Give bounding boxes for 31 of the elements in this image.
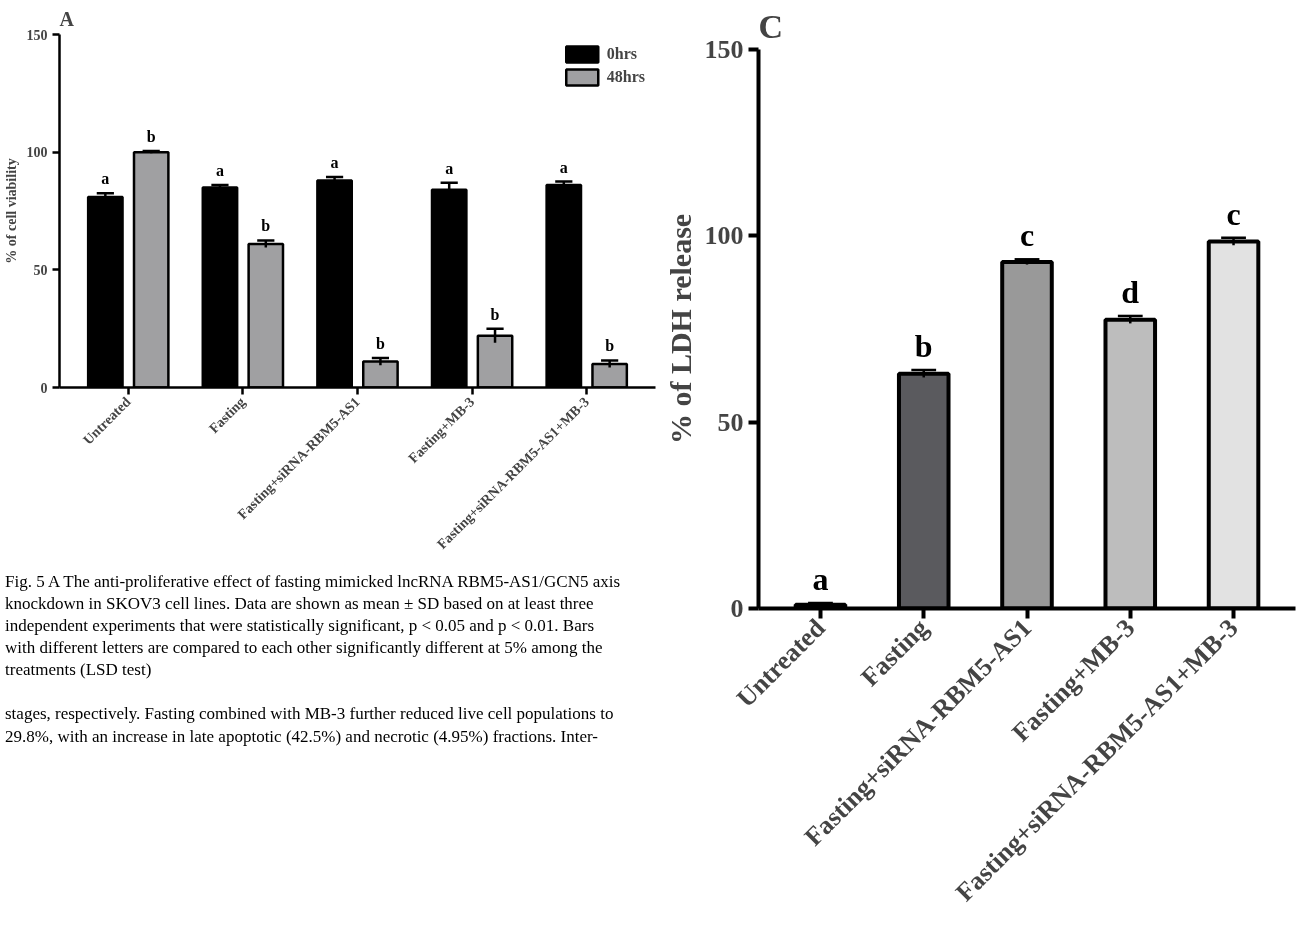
y-tick-label: 50 [717,407,744,437]
data-label: a [101,170,110,188]
y-axis-title: % of LDH release [663,213,697,445]
data-label: a [812,560,829,597]
data-label: b [146,127,156,145]
y-tick-label: 50 [33,262,48,278]
y-tick-label: 150 [704,35,744,64]
y-tick-label: 150 [26,27,48,43]
data-label: c [1019,217,1035,254]
text: stages, respectively. Fasting combined with MB-3 further reduced live cell populations to 29.8%, with an increase in late apoptotic (42.5%) and necrotic (4.95%) fractions. Inter- [5,703,615,748]
data-label: a [559,158,568,176]
data-label: b [490,305,500,323]
y-tick-label: 100 [26,145,48,161]
data-label: b [375,335,385,353]
y-tick-label: 100 [704,221,744,251]
legend-label: 0hrs [606,45,637,63]
data-label: a [330,153,339,171]
chart-title: C [758,7,784,45]
y-tick-label: 0 [40,380,48,396]
caption: Fig. 5 A The anti-proliferative effect of fasting mimicked lncRNA RBM5-AS1/GCN5 axis knockdown in SKOV3 cell lines. Data are shown as mean ± SD based on at least three independent experiments that were statistically significant, p < 0.05 and p < 0.01. Bars with different letters are compared to each other significantly different at 5% among the treatments (LSD test) [5,571,622,682]
data-label: b [914,327,933,364]
legend-label: 48hrs [606,68,645,86]
data-label: b [605,337,615,355]
data-label: a [215,162,224,180]
y-tick-label: 0 [730,594,744,623]
data-label: d [1121,273,1140,310]
y-axis-title: % of cell viability [3,158,19,264]
data-label: b [261,217,271,235]
data-label: c [1226,195,1241,232]
data-label: a [445,159,454,177]
chart-title: A [59,7,75,30]
